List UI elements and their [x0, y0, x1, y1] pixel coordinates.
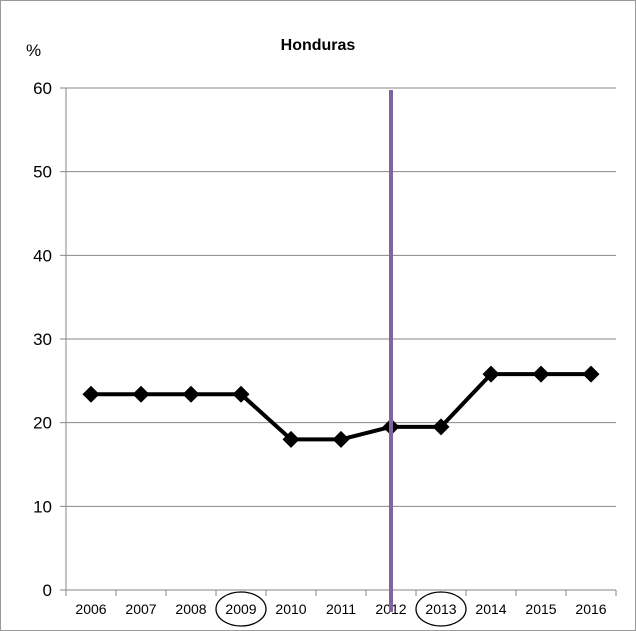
x-tick-label-2006: 2006: [75, 601, 106, 617]
x-tick-labels: 2006200720082009201020112012201320142015…: [75, 601, 606, 617]
x-tick-label-2013: 2013: [425, 601, 456, 617]
x-tick-label-2009: 2009: [225, 601, 256, 617]
data-point-2013: [432, 418, 450, 436]
data-point-2009: [232, 385, 250, 403]
y-tick-label-50: 50: [33, 163, 52, 182]
x-tick-label-2015: 2015: [525, 601, 556, 617]
y-tick-label-20: 20: [33, 414, 52, 433]
data-point-2008: [182, 385, 200, 403]
data-point-2015: [532, 365, 550, 383]
x-tick-label-2011: 2011: [326, 601, 356, 617]
x-tick-label-2016: 2016: [575, 601, 606, 617]
y-tick-label-0: 0: [43, 581, 52, 600]
data-point-2006: [82, 385, 100, 403]
y-tick-label-60: 60: [33, 79, 52, 98]
x-tick-label-2010: 2010: [275, 601, 306, 617]
axes: [60, 87, 617, 596]
data-point-2007: [132, 385, 150, 403]
x-tick-label-2014: 2014: [475, 601, 506, 617]
x-tick-label-2008: 2008: [175, 601, 206, 617]
y-tick-label-40: 40: [33, 246, 52, 265]
chart-title: Honduras: [281, 37, 356, 54]
y-axis-unit: %: [26, 41, 41, 60]
x-tick-label-2007: 2007: [125, 601, 156, 617]
highlight-circles: [215, 591, 467, 627]
y-tick-label-30: 30: [33, 330, 52, 349]
y-tick-label-10: 10: [33, 497, 52, 516]
data-point-2010: [282, 430, 300, 448]
gridlines: [66, 87, 616, 507]
y-tick-labels: 0 10 20 30 40 50 60: [33, 79, 52, 600]
highlight-circle-2009: [215, 591, 267, 627]
highlight-circle-2013: [415, 591, 467, 627]
data-point-2016: [582, 365, 600, 383]
data-point-2011: [332, 430, 350, 448]
series-layer: [82, 365, 600, 448]
data-point-2014: [482, 365, 500, 383]
